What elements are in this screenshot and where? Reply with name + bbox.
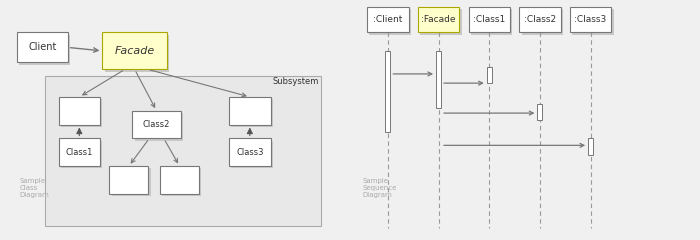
Bar <box>132 111 181 138</box>
Bar <box>385 51 391 132</box>
Text: Class1: Class1 <box>66 148 93 157</box>
Bar <box>160 166 199 194</box>
Bar <box>20 35 70 65</box>
Bar <box>111 168 150 196</box>
Bar <box>418 7 459 32</box>
Bar <box>134 113 183 141</box>
Bar <box>61 99 102 127</box>
Text: Sample
Sequence
Diagram: Sample Sequence Diagram <box>363 178 397 198</box>
Bar <box>572 9 614 35</box>
Bar <box>229 138 271 166</box>
Bar <box>61 141 102 168</box>
Bar <box>486 67 492 83</box>
Bar <box>102 32 167 69</box>
Text: Facade: Facade <box>115 46 155 56</box>
Bar <box>471 9 512 35</box>
Bar <box>519 7 561 32</box>
Text: Sample
Class
Diagram: Sample Class Diagram <box>20 178 49 198</box>
Bar <box>367 7 409 32</box>
Bar <box>59 97 100 125</box>
Bar <box>522 9 563 35</box>
Bar <box>538 104 542 120</box>
Bar <box>45 76 321 226</box>
Bar <box>105 35 169 72</box>
Bar <box>370 9 411 35</box>
Text: Class3: Class3 <box>236 148 264 157</box>
Bar <box>232 99 273 127</box>
Bar <box>162 168 202 196</box>
Text: Subsystem: Subsystem <box>272 77 319 86</box>
Bar <box>588 138 593 155</box>
Bar <box>229 97 271 125</box>
Text: :Class1: :Class1 <box>473 15 505 24</box>
Bar <box>570 7 611 32</box>
Bar <box>109 166 148 194</box>
Bar <box>17 32 68 62</box>
Text: Client: Client <box>28 42 57 52</box>
Text: :Class3: :Class3 <box>575 15 607 24</box>
Text: :Class2: :Class2 <box>524 15 556 24</box>
Text: Class2: Class2 <box>143 120 170 129</box>
Bar <box>436 51 441 108</box>
Bar <box>420 9 461 35</box>
Text: :Facade: :Facade <box>421 15 456 24</box>
Bar <box>59 138 100 166</box>
Bar <box>232 141 273 168</box>
Text: :Client: :Client <box>373 15 402 24</box>
Bar <box>468 7 510 32</box>
